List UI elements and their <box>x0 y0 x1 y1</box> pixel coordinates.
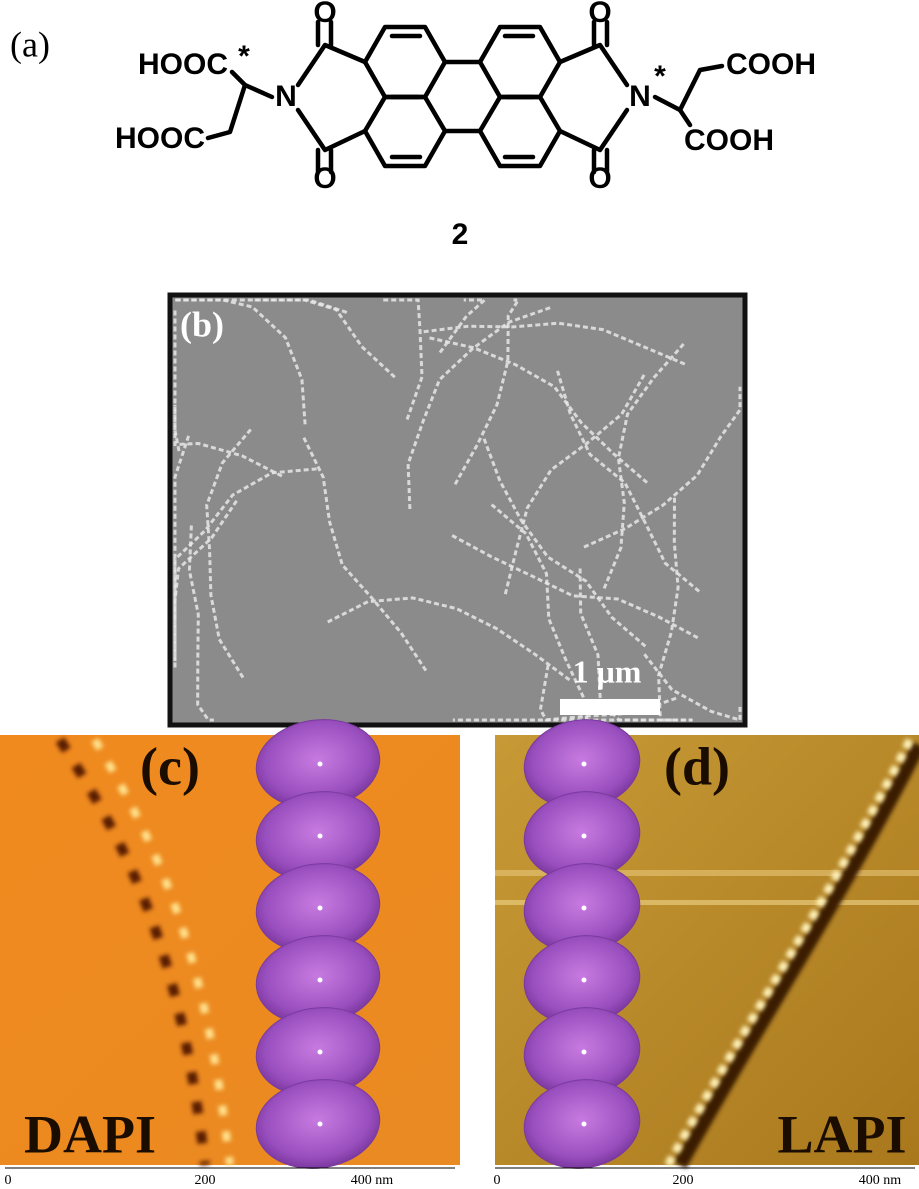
helix-highlight <box>318 906 323 911</box>
acid-group: HOOC <box>115 122 205 155</box>
panel-label: (b) <box>180 304 224 344</box>
panel-label: (d) <box>664 736 730 796</box>
helix-highlight <box>318 834 323 839</box>
axis-tick-label: 0 <box>5 1173 12 1188</box>
panel-c: (c) DAPI 0 200 400 nm <box>0 712 460 1188</box>
isomer-name: DAPI <box>24 1104 156 1164</box>
helix-highlight <box>582 1122 587 1127</box>
atom: O <box>313 0 336 29</box>
atom: O <box>313 162 336 195</box>
scale-bar-label: 1 μm <box>573 653 642 689</box>
acid-group: COOH <box>684 124 774 157</box>
panel-label: (c) <box>140 736 200 796</box>
axis-tick-label: 200 <box>195 1173 216 1188</box>
sem-image <box>170 295 745 725</box>
stereo-mark: * <box>654 60 666 93</box>
axis-tick-label: 400 nm <box>859 1173 902 1188</box>
panel-b: (b) 1 μm <box>170 295 745 725</box>
panel-label: (a) <box>10 24 50 64</box>
helix-highlight <box>318 978 323 983</box>
atom: N <box>629 80 651 113</box>
compound-number: 2 <box>452 218 469 251</box>
panel-a: (a) O O O <box>10 0 816 251</box>
axis-tick-label: 200 <box>673 1173 694 1188</box>
helix-highlight <box>582 762 587 767</box>
scale-bar <box>560 699 660 715</box>
helix-highlight <box>318 762 323 767</box>
helix-highlight <box>582 978 587 983</box>
atom: O <box>588 162 611 195</box>
helix-highlight <box>318 1122 323 1127</box>
panel-d: (d) LAPI 0 200 400 nm <box>494 712 919 1188</box>
helix-highlight <box>582 834 587 839</box>
figure: (a) O O O <box>0 0 919 1189</box>
acid-group: COOH <box>726 48 816 81</box>
helix-highlight <box>582 906 587 911</box>
stereo-mark: * <box>238 40 250 73</box>
atom: N <box>275 80 297 113</box>
helix-highlight <box>582 1050 587 1055</box>
atom: O <box>588 0 611 29</box>
isomer-name: LAPI <box>777 1104 906 1164</box>
afm-image <box>0 735 460 1165</box>
axis-tick-label: 0 <box>494 1173 501 1188</box>
acid-group: HOOC <box>138 48 228 81</box>
axis-tick-label: 400 nm <box>351 1173 394 1188</box>
helix-highlight <box>318 1050 323 1055</box>
